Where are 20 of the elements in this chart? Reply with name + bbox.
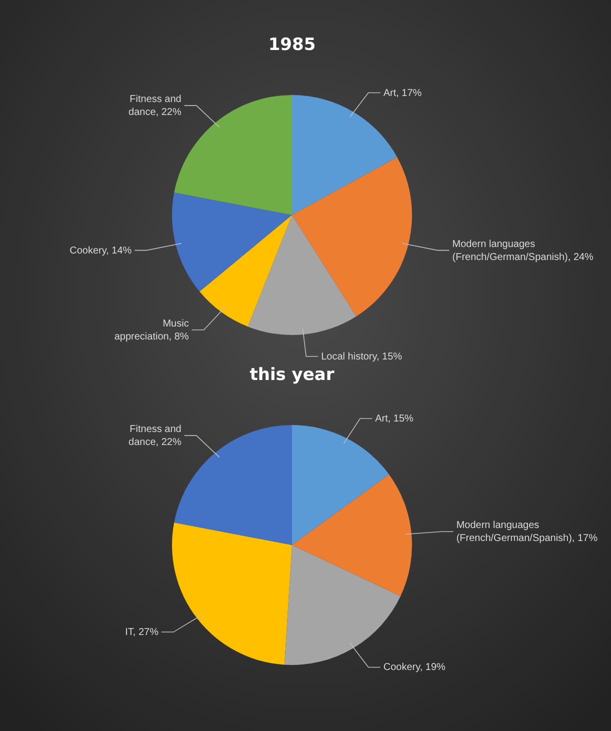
pie-slice: [248, 215, 356, 335]
slice-label: Fitness and dance, 22%: [128, 424, 182, 448]
chart-title: this year: [250, 365, 335, 385]
slice-label: Modern languages (French/German/Spanish), 17%: [456, 520, 598, 544]
pie-slice: [172, 522, 292, 665]
pie-slice: [200, 215, 292, 327]
pie-slice: [292, 425, 390, 545]
slice-label: Cookery, 19%: [383, 662, 446, 674]
slice-label: Art, 15%: [375, 413, 414, 424]
slice-label: Modern languages (French/German/Spanish), 24%: [452, 238, 594, 263]
pie-slice: [292, 157, 412, 316]
slice-label: Fitness and dance, 22%: [128, 94, 182, 118]
slice-label: Art, 17%: [383, 88, 422, 99]
slice-label: Music appreciation, 8%: [114, 318, 189, 342]
chart-title: 1985: [268, 35, 316, 55]
slice-label: Local history, 15%: [321, 351, 402, 362]
slice-label: IT, 27%: [125, 627, 159, 638]
slice-label: Cookery, 14%: [70, 245, 132, 256]
pie-slice: [292, 474, 412, 596]
pie-slice: [172, 192, 292, 292]
